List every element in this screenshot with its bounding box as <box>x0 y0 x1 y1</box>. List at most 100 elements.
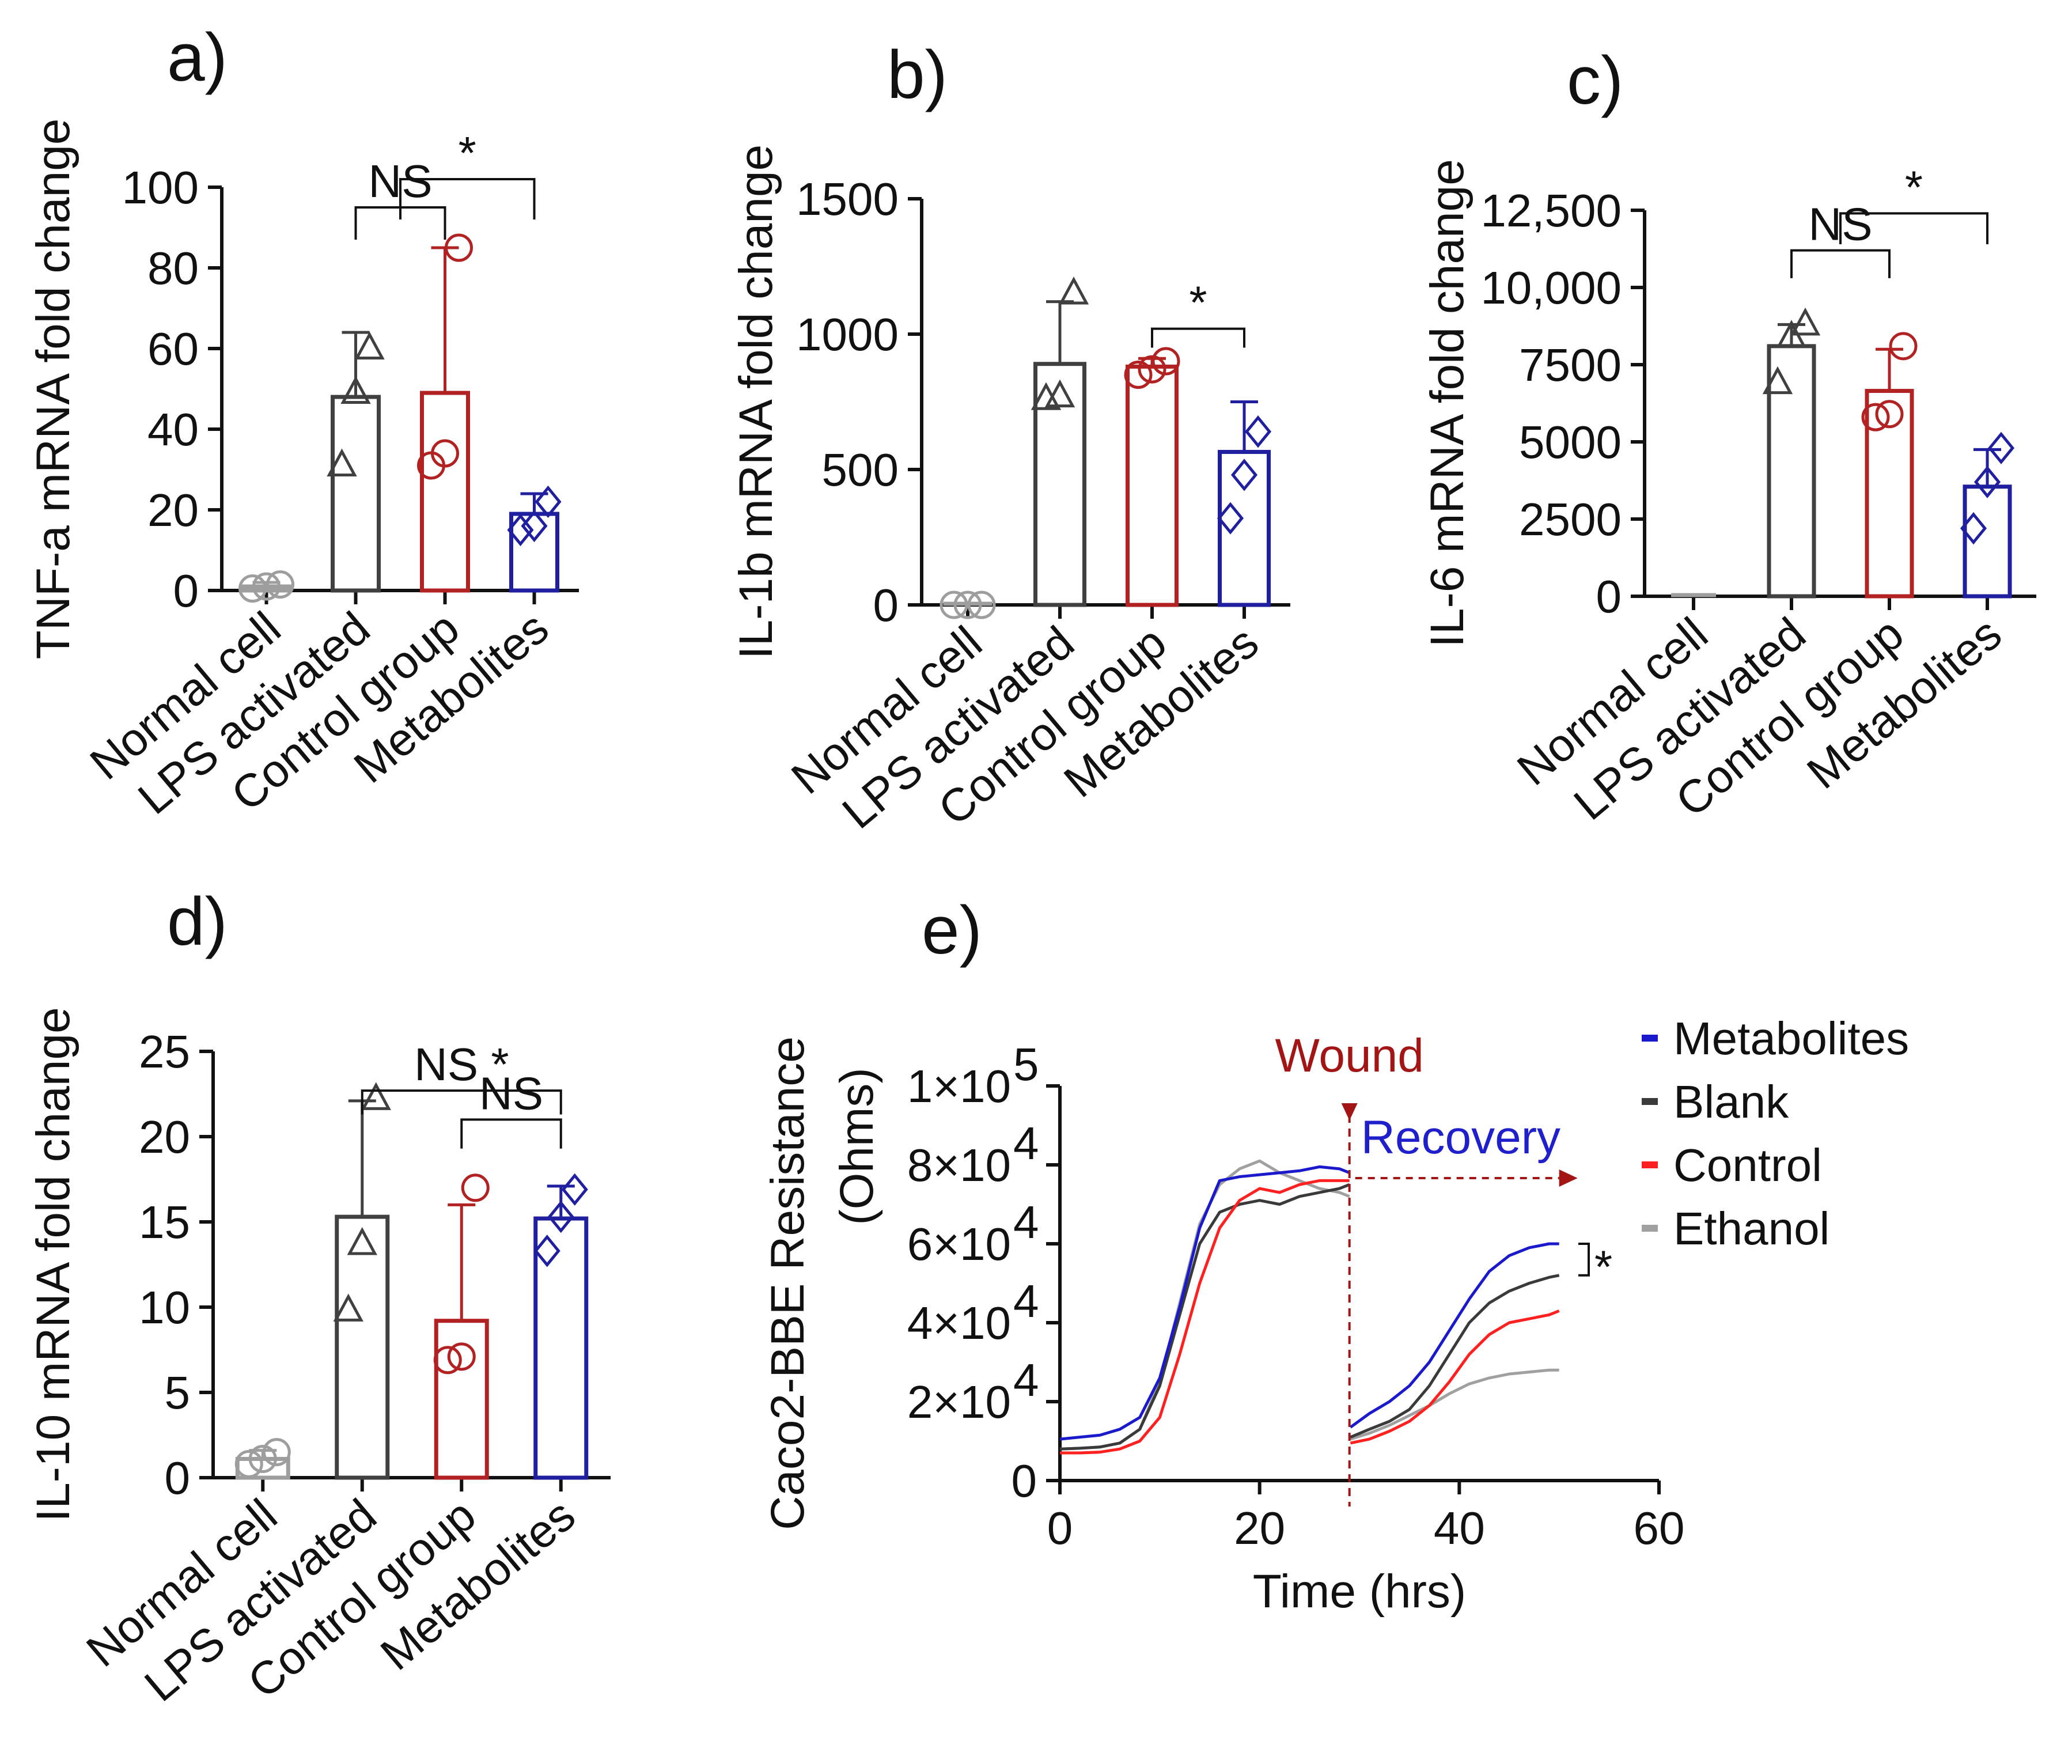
data-point <box>1124 361 1153 389</box>
data-point <box>447 1342 476 1371</box>
data-point <box>234 1449 263 1478</box>
y-tick-label: 80 <box>147 243 199 294</box>
y-axis-label: Caco2-BBE Resistance <box>762 1036 814 1530</box>
y-tick-label: 8×10 <box>907 1140 1011 1191</box>
x-tick-label: 0 <box>1047 1502 1073 1554</box>
data-point <box>953 590 982 619</box>
y-tick-exponent: 4 <box>1013 1197 1039 1248</box>
significance-label: * <box>459 127 476 179</box>
y-axis-label: TNF-a mRNA fold change <box>27 119 79 660</box>
significance-label: * <box>1594 1241 1612 1292</box>
y-tick-label: 0 <box>1012 1455 1037 1506</box>
y-tick-label: 100 <box>122 162 199 213</box>
x-axis-label: Time (hrs) <box>1253 1565 1466 1618</box>
data-point <box>340 376 371 404</box>
data-point <box>1889 332 1918 361</box>
data-point <box>1790 307 1821 336</box>
y-tick-label: 2×10 <box>907 1376 1011 1428</box>
y-tick-label: 0 <box>165 1452 191 1504</box>
significance-bracket <box>361 1089 562 1115</box>
panel-letter: c) <box>1567 43 1623 119</box>
significance-bracket <box>1839 212 1988 244</box>
data-point <box>1058 277 1089 305</box>
y-axis-label: IL-6 mRNA fold change <box>1421 159 1473 648</box>
series-line-control <box>1350 1309 1560 1445</box>
y-axis-label-units: (Ohms) <box>831 1068 883 1225</box>
data-point <box>433 1346 462 1375</box>
data-point <box>533 1235 560 1267</box>
y-tick-exponent: 4 <box>1013 1118 1039 1169</box>
recovery-label: Recovery <box>1361 1111 1560 1164</box>
y-tick-label: 20 <box>147 484 199 536</box>
legend-label: Blank <box>1673 1076 1789 1127</box>
data-point <box>1244 415 1272 448</box>
data-point <box>1987 431 2015 464</box>
significance-label: NS <box>479 1068 543 1119</box>
data-point <box>1044 379 1075 408</box>
y-tick-label: 6×10 <box>907 1218 1011 1270</box>
data-point <box>547 1200 574 1233</box>
series-line-metabolites <box>1059 1165 1350 1441</box>
data-point <box>1151 347 1180 376</box>
data-point <box>327 448 357 476</box>
significance-bracket <box>1790 249 1891 278</box>
data-point <box>262 1438 291 1467</box>
y-tick-label: 60 <box>147 323 199 374</box>
data-point <box>940 590 968 619</box>
data-point <box>445 233 473 262</box>
legend-label: Metabolites <box>1673 1013 1909 1064</box>
panel-letter: a) <box>167 20 228 96</box>
data-point <box>1875 400 1904 429</box>
y-tick-label: 15 <box>139 1197 190 1248</box>
data-point <box>1217 502 1244 535</box>
legend: Metabolites Blank Control Ethanol <box>1642 1013 1909 1254</box>
significance-bracket <box>460 1118 562 1149</box>
x-tick-label: 20 <box>1234 1502 1285 1554</box>
series-line-blank <box>1350 1274 1560 1439</box>
significance-label: * <box>1189 277 1207 328</box>
data-point <box>266 570 294 599</box>
significance-bracket <box>399 178 536 219</box>
data-point <box>333 1293 363 1322</box>
data-point <box>347 1227 377 1255</box>
panel-letter: b) <box>887 37 948 113</box>
legend-label: Ethanol <box>1673 1203 1829 1254</box>
data-point <box>1960 512 1987 545</box>
series-line-metabolites <box>1349 1242 1559 1429</box>
wound-label: Wound <box>1275 1029 1423 1082</box>
panel-letter: e) <box>922 892 982 968</box>
data-point <box>461 1174 490 1202</box>
y-tick-label: 10,000 <box>1480 262 1622 313</box>
y-tick-label: 1×10 <box>907 1061 1011 1112</box>
y-tick-label: 7500 <box>1519 339 1622 391</box>
series-line-control <box>1060 1179 1350 1455</box>
data-point <box>431 439 459 468</box>
x-tick-label: 60 <box>1634 1502 1685 1554</box>
data-point <box>967 590 996 619</box>
data-point <box>354 331 385 359</box>
data-point <box>507 513 534 547</box>
wound-arrowhead <box>1341 1103 1358 1121</box>
data-point <box>248 1444 277 1473</box>
data-point <box>561 1173 588 1206</box>
significance-label: NS * <box>414 1039 509 1090</box>
y-tick-label: 10 <box>139 1282 190 1333</box>
y-tick-exponent: 5 <box>1013 1039 1039 1090</box>
y-axis-label: IL-1b mRNA fold change <box>730 145 782 659</box>
y-tick-label: 500 <box>822 444 899 495</box>
y-tick-label: 4×10 <box>907 1297 1011 1349</box>
panel-e-resistance-chart: e)Caco2-BBE Resistance (Ohms)02×10 44×10 46… <box>762 892 1684 1618</box>
x-tick-label: 40 <box>1434 1502 1485 1554</box>
series-line-ethanol <box>1350 1368 1559 1441</box>
data-point <box>521 509 548 543</box>
data-point <box>1861 403 1890 431</box>
significance-bracket <box>1151 327 1245 348</box>
y-tick-exponent: 4 <box>1013 1354 1039 1406</box>
data-point <box>1138 355 1166 384</box>
y-tick-exponent: 4 <box>1013 1275 1039 1327</box>
data-point <box>252 572 281 601</box>
y-tick-label: 40 <box>147 404 199 455</box>
data-point <box>535 485 562 518</box>
y-tick-label: 0 <box>873 580 899 631</box>
